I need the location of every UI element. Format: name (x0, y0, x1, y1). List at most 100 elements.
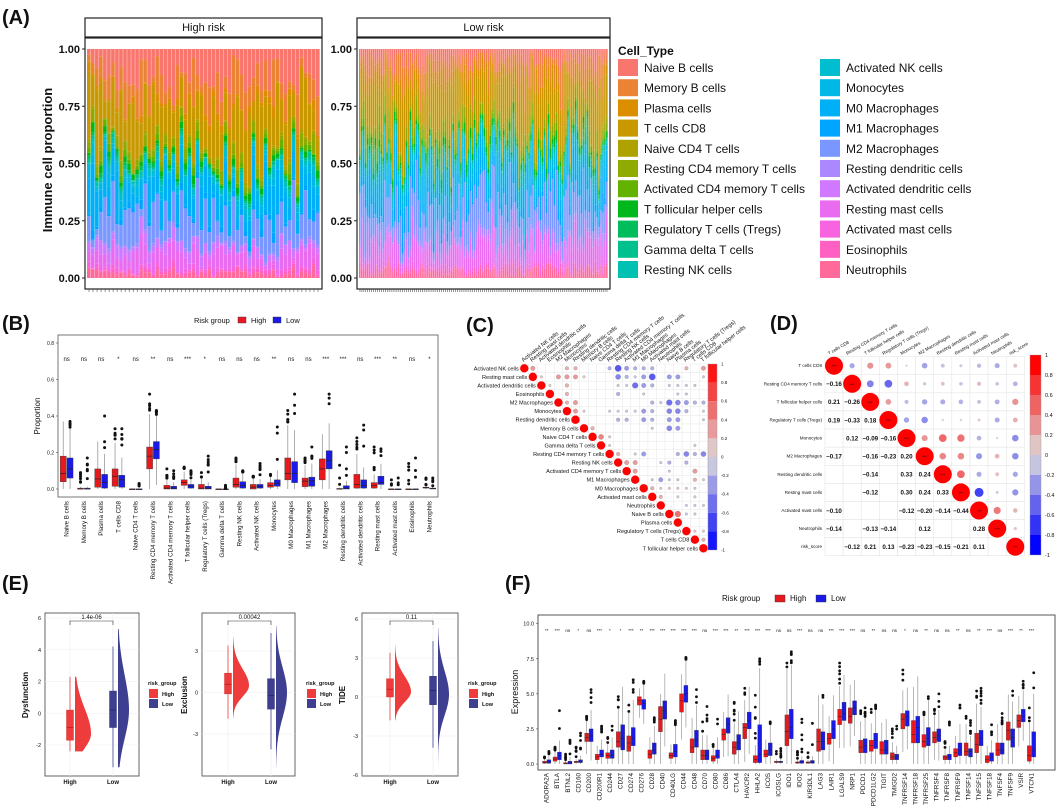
stacked-bar-segment (421, 147, 423, 155)
stacked-bar-segment (187, 93, 192, 99)
stacked-bar-segment (534, 93, 536, 150)
stacked-bar-segment (287, 241, 292, 249)
legend-swatch (618, 119, 638, 137)
stacked-bar-segment (510, 152, 513, 156)
outlier-point (275, 457, 279, 461)
sample-bar (394, 49, 396, 278)
stacked-bar-segment (563, 241, 565, 270)
stacked-bar-segment (456, 155, 458, 157)
stacked-bar-segment (432, 60, 435, 83)
stacked-bar-segment (427, 165, 429, 168)
stacked-bar-segment (430, 268, 433, 273)
stacked-bar-segment (243, 209, 248, 222)
stacked-bar-segment (588, 49, 591, 55)
stacked-bar-segment (506, 261, 509, 273)
stacked-bar-segment (283, 244, 288, 246)
stacked-bar-segment (111, 268, 115, 273)
stacked-bar-segment (537, 261, 540, 264)
box-low (135, 482, 143, 491)
stacked-bar-segment (473, 128, 476, 130)
stacked-bar-segment (479, 133, 482, 169)
stacked-bar-segment (368, 159, 371, 163)
stacked-bar-segment (534, 249, 536, 252)
stacked-bar-segment (563, 144, 565, 151)
stacked-bar-segment (255, 216, 260, 219)
stacked-bar-segment (271, 243, 276, 253)
stacked-bar-segment (303, 79, 308, 137)
outlier-point (258, 465, 262, 469)
sample-bar (417, 49, 419, 278)
stacked-bar-segment (446, 273, 449, 275)
stacked-bar-segment (370, 49, 373, 57)
stacked-bar-segment (532, 57, 534, 101)
stacked-bar-segment (279, 233, 284, 235)
stacked-bar-segment (465, 53, 468, 84)
stacked-bar-segment (419, 49, 421, 74)
significance-label: *** (184, 357, 192, 363)
stacked-bar-segment (395, 75, 398, 81)
stacked-bar-segment (553, 49, 556, 59)
stacked-bar-segment (99, 179, 103, 183)
stacked-bar-segment (390, 70, 392, 136)
stacked-bar-segment (127, 151, 131, 154)
stacked-bar-segment (159, 49, 163, 75)
stacked-bar-segment (231, 49, 236, 55)
stacked-bar-segment (179, 107, 184, 116)
stacked-bar-segment (520, 264, 523, 270)
stacked-bar-segment (460, 71, 462, 82)
stacked-bar-segment (565, 70, 567, 73)
stacked-bar-segment (606, 49, 608, 59)
stacked-bar-segment (510, 138, 513, 152)
stacked-bar-segment (392, 246, 394, 267)
stacked-bar-segment (559, 199, 561, 210)
stacked-bar-segment (171, 190, 176, 192)
stacked-bar-segment (364, 159, 367, 164)
stacked-bar-segment (359, 49, 361, 58)
stacked-bar-segment (536, 195, 538, 205)
stacked-bar-segment (87, 152, 91, 156)
stacked-bar-segment (411, 264, 414, 269)
stacked-bar-segment (203, 192, 208, 199)
stacked-bar-segment (592, 241, 595, 248)
stacked-bar-segment (427, 244, 429, 251)
outlier-point (407, 478, 411, 482)
stacked-bar-segment (572, 267, 575, 278)
stacked-bar-segment (592, 184, 595, 189)
stacked-bar-segment (380, 230, 382, 234)
stacked-bar-segment (390, 163, 392, 168)
stacked-bar-segment (590, 152, 593, 156)
stacked-bar-segment (501, 177, 503, 188)
y-tick-label: 0.75 (331, 101, 352, 113)
stacked-bar-segment (87, 213, 91, 217)
sample-bar (175, 49, 180, 278)
stacked-bar-segment (440, 229, 443, 244)
stacked-bar-segment (493, 85, 495, 98)
stacked-bar-segment (485, 49, 488, 54)
stacked-bar-segment (446, 241, 449, 252)
stacked-bar-segment (115, 151, 119, 156)
stacked-bar-segment (203, 162, 208, 166)
stacked-bar-segment (135, 247, 139, 251)
stacked-bar-segment (594, 168, 596, 173)
stacked-bar-segment (409, 144, 412, 168)
box-low (256, 461, 264, 489)
stacked-bar-segment (576, 173, 579, 195)
stacked-bar-segment (578, 49, 581, 65)
stacked-bar-segment (183, 182, 188, 195)
stacked-bar-segment (315, 212, 320, 245)
stacked-bar-segment (497, 139, 499, 152)
stacked-bar-segment (421, 251, 423, 263)
stacked-bar-segment (440, 194, 443, 203)
stacked-bar-segment (442, 120, 445, 132)
stacked-bar-segment (247, 256, 252, 259)
legend-label: Gamma delta T cells (644, 243, 754, 257)
stacked-bar-segment (303, 174, 308, 186)
stacked-bar-segment (175, 187, 180, 194)
stacked-bar-segment (123, 119, 127, 122)
stacked-bar-segment (471, 175, 474, 184)
stacked-bar-segment (436, 147, 439, 159)
stacked-bar-segment (163, 49, 167, 93)
stacked-bar-segment (417, 273, 419, 278)
stacked-bar-segment (537, 93, 540, 105)
stacked-bar-segment (311, 130, 316, 134)
